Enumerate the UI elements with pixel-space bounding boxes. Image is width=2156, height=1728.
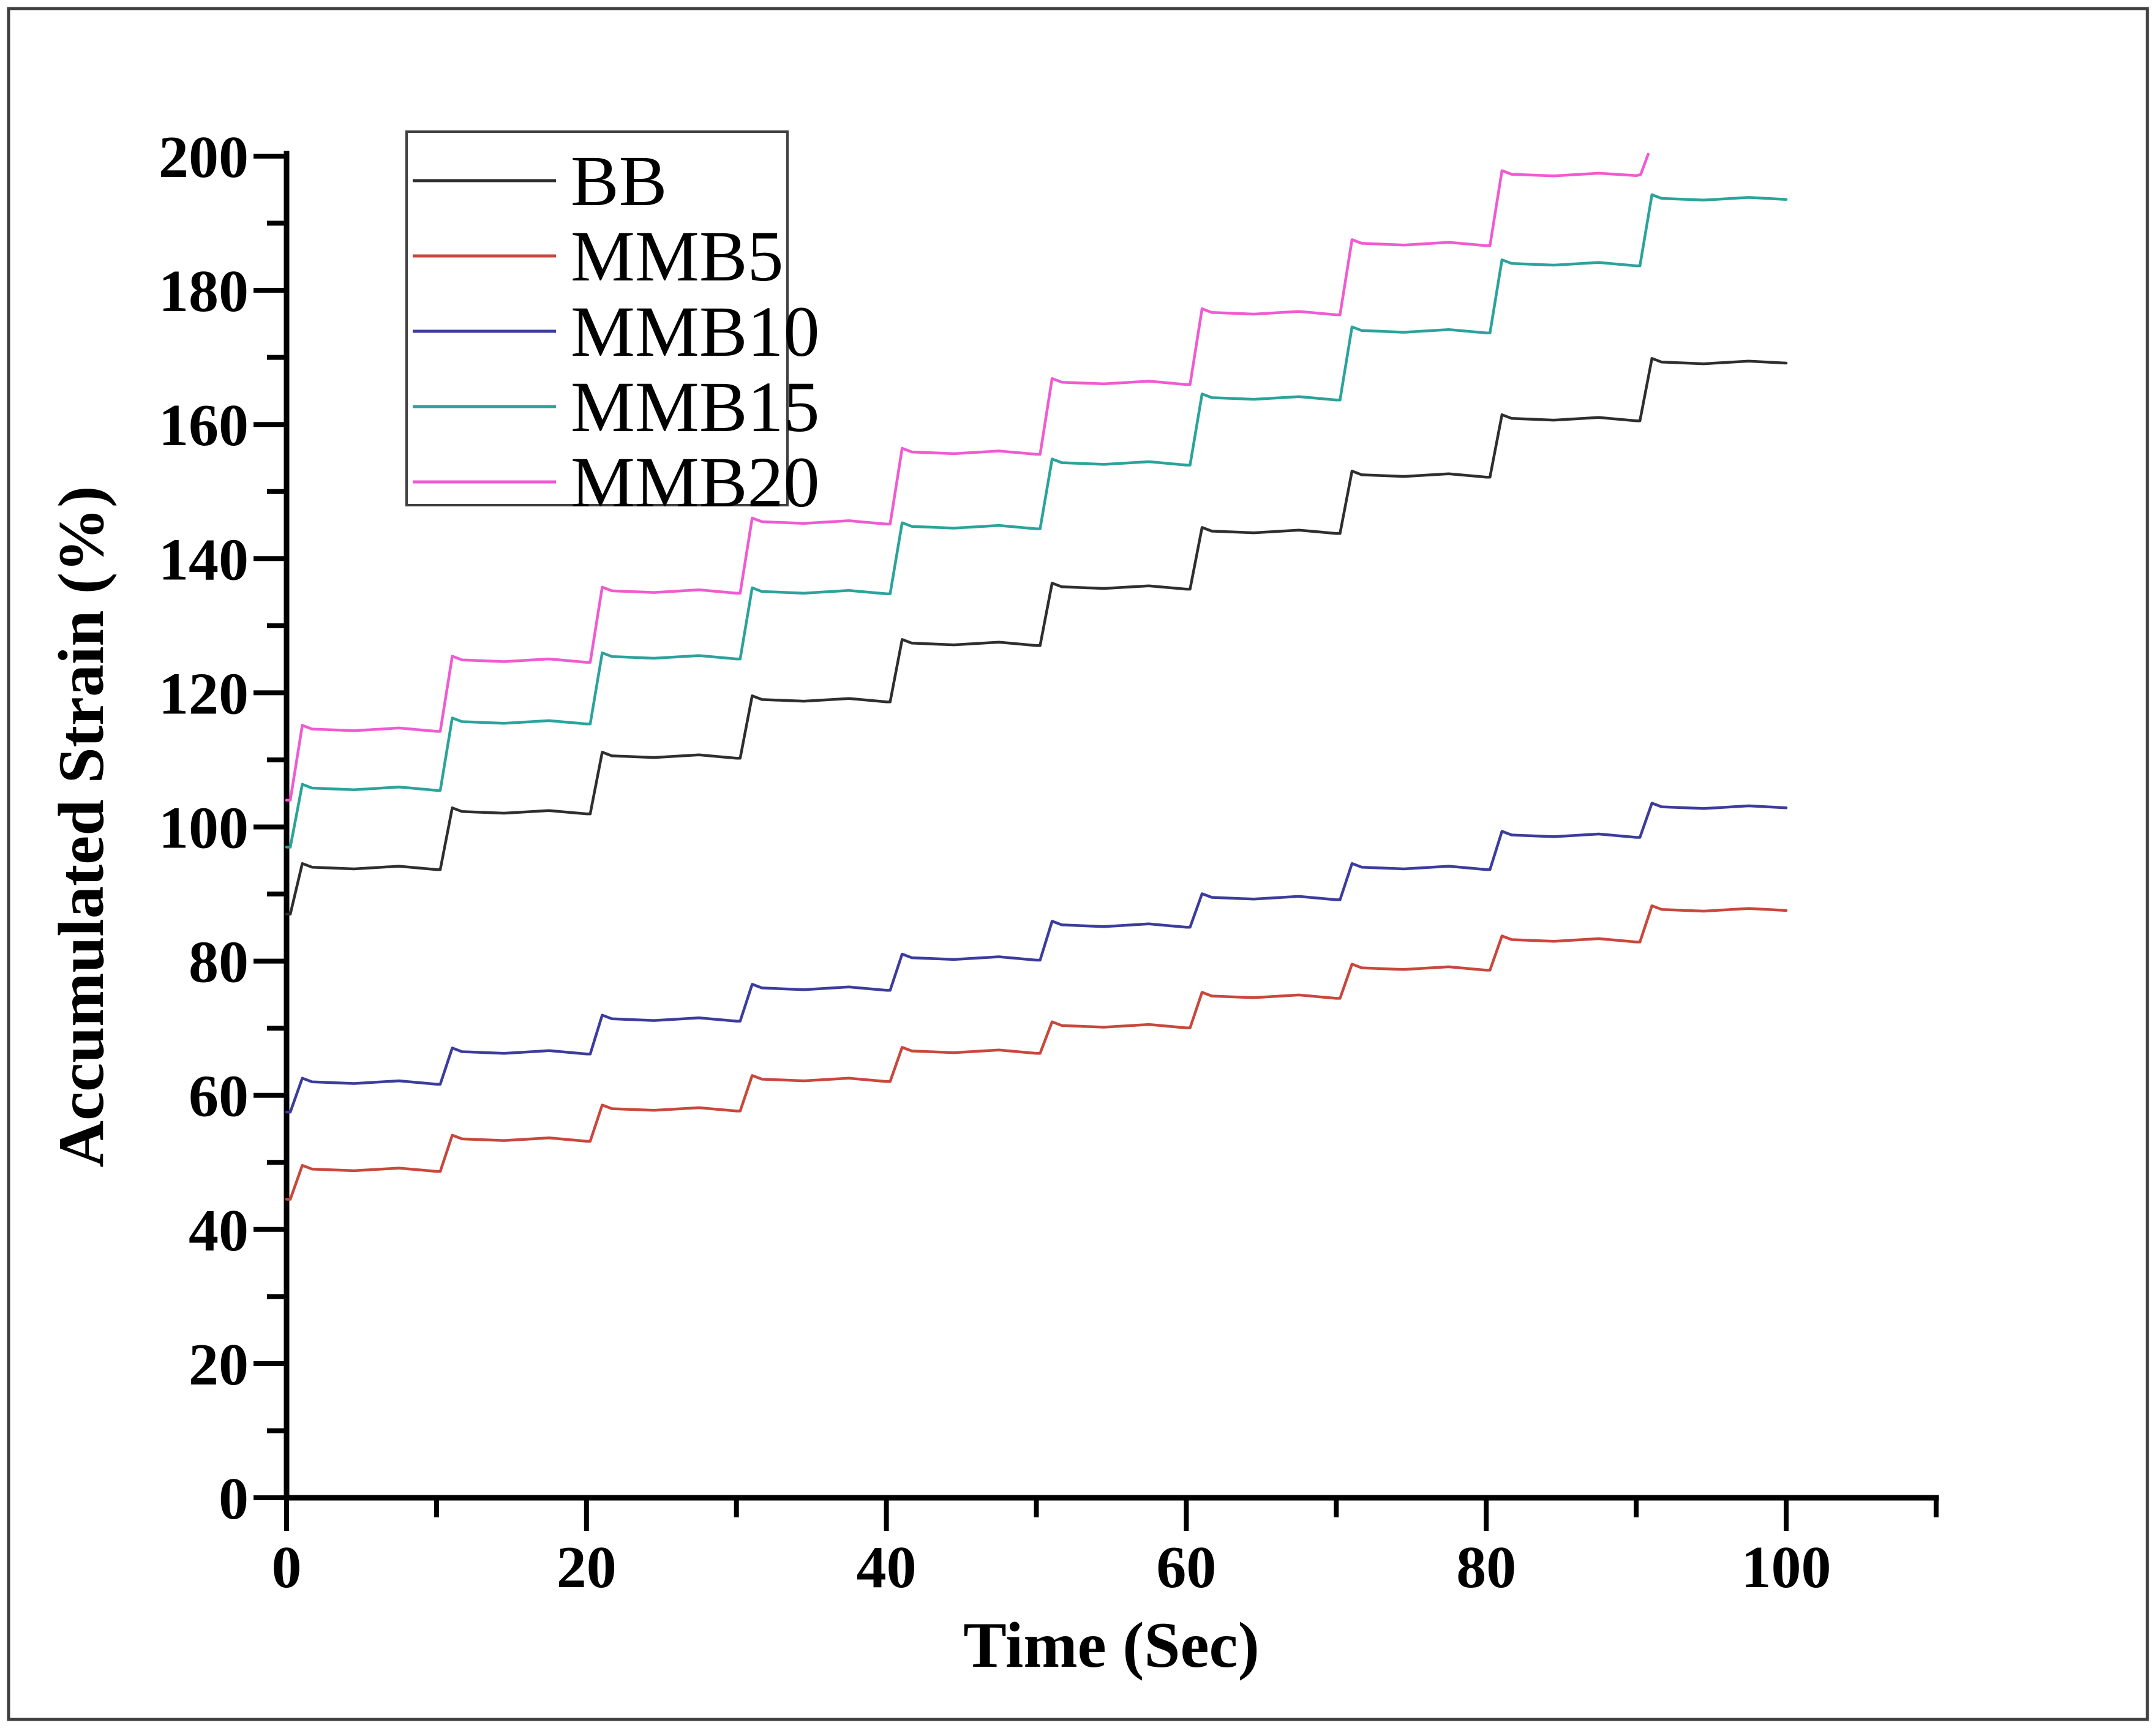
- x-tick-label-60: 60: [1156, 1535, 1216, 1601]
- y-tick-label-40: 40: [189, 1198, 249, 1264]
- x-tick-label-40: 40: [857, 1535, 917, 1601]
- y-tick-label-180: 180: [159, 258, 249, 325]
- y-tick-label-20: 20: [189, 1332, 249, 1398]
- x-tick-label-100: 100: [1741, 1535, 1831, 1601]
- y-axis-title: Accumulated Strain (%): [45, 486, 117, 1168]
- y-tick-label-80: 80: [189, 930, 249, 996]
- x-axis-title: Time (Sec): [963, 1609, 1260, 1681]
- x-tick-label-80: 80: [1456, 1535, 1516, 1601]
- x-tick-label-20: 20: [557, 1535, 617, 1601]
- legend-label-mmb5: MMB5: [571, 216, 784, 296]
- y-tick-label-200: 200: [159, 124, 249, 190]
- y-tick-label-100: 100: [159, 795, 249, 862]
- legend-label-mmb20: MMB20: [571, 442, 820, 522]
- series-line-mmb20: [285, 152, 1650, 802]
- legend-label-mmb10: MMB10: [571, 291, 820, 372]
- y-tick-label-120: 120: [159, 661, 249, 727]
- series-line-mmb5: [285, 904, 1788, 1201]
- x-axis-tick-labels: 0 20 40 60 80 100: [272, 1535, 1831, 1601]
- series-lines: [285, 152, 1788, 1201]
- x-axis-ticks: [284, 1498, 1939, 1531]
- y-axis-ticks: [254, 154, 287, 1500]
- series-line-mmb15: [285, 193, 1788, 849]
- legend-box: [405, 130, 789, 506]
- y-tick-label-0: 0: [219, 1466, 249, 1532]
- series-line-mmb10: [285, 802, 1788, 1114]
- legend-label-bb: BB: [571, 141, 667, 221]
- y-tick-label-140: 140: [159, 527, 249, 593]
- y-tick-label-60: 60: [189, 1064, 249, 1130]
- y-axis-tick-labels: 0 20 40 60 80 100 120 140 160 180 200: [159, 124, 249, 1532]
- x-tick-label-0: 0: [272, 1535, 302, 1601]
- y-tick-label-160: 160: [159, 393, 249, 459]
- legend-label-mmb15: MMB15: [571, 367, 820, 447]
- series-line-bb: [285, 357, 1788, 916]
- figure-border: [7, 7, 2149, 1721]
